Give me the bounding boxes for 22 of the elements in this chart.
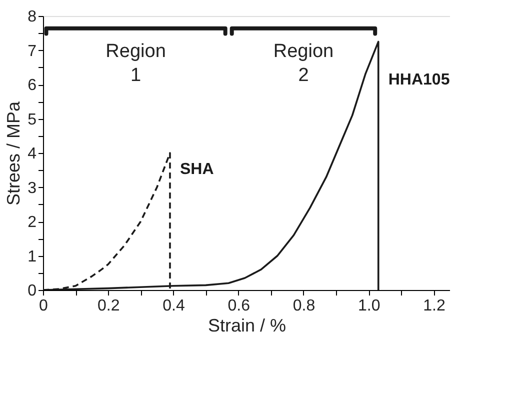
y-tick-label: 1 [28,248,37,266]
y-axis-title: Strees / MPa [4,100,24,206]
y-tick-label: 7 [28,42,37,60]
x-tick-label: 0.6 [228,298,250,314]
x-tick-label: 0.8 [292,298,316,314]
y-tick-label: 2 [28,214,37,231]
annotation: Region 2 [273,40,334,86]
y-tick-label: 5 [28,111,37,128]
x-tick-label: 0 [39,298,48,314]
y-tick-label: 0 [28,282,37,300]
y-tick-label: 8 [28,8,37,26]
y-tick-label: 4 [28,146,37,162]
x-tick-label: 0.4 [162,298,185,314]
series-label: SHA [180,161,214,178]
series-label: HHA105 [388,72,450,89]
x-axis-title: Strain / % [208,316,286,336]
x-tick-label: 1.0 [358,298,380,314]
y-tick-label: 3 [28,180,37,197]
x-tick-label: 0.2 [97,298,120,314]
annotation: Region 1 [106,40,166,86]
x-tick-label: 1.2 [423,298,446,314]
y-tick-label: 6 [28,77,37,94]
